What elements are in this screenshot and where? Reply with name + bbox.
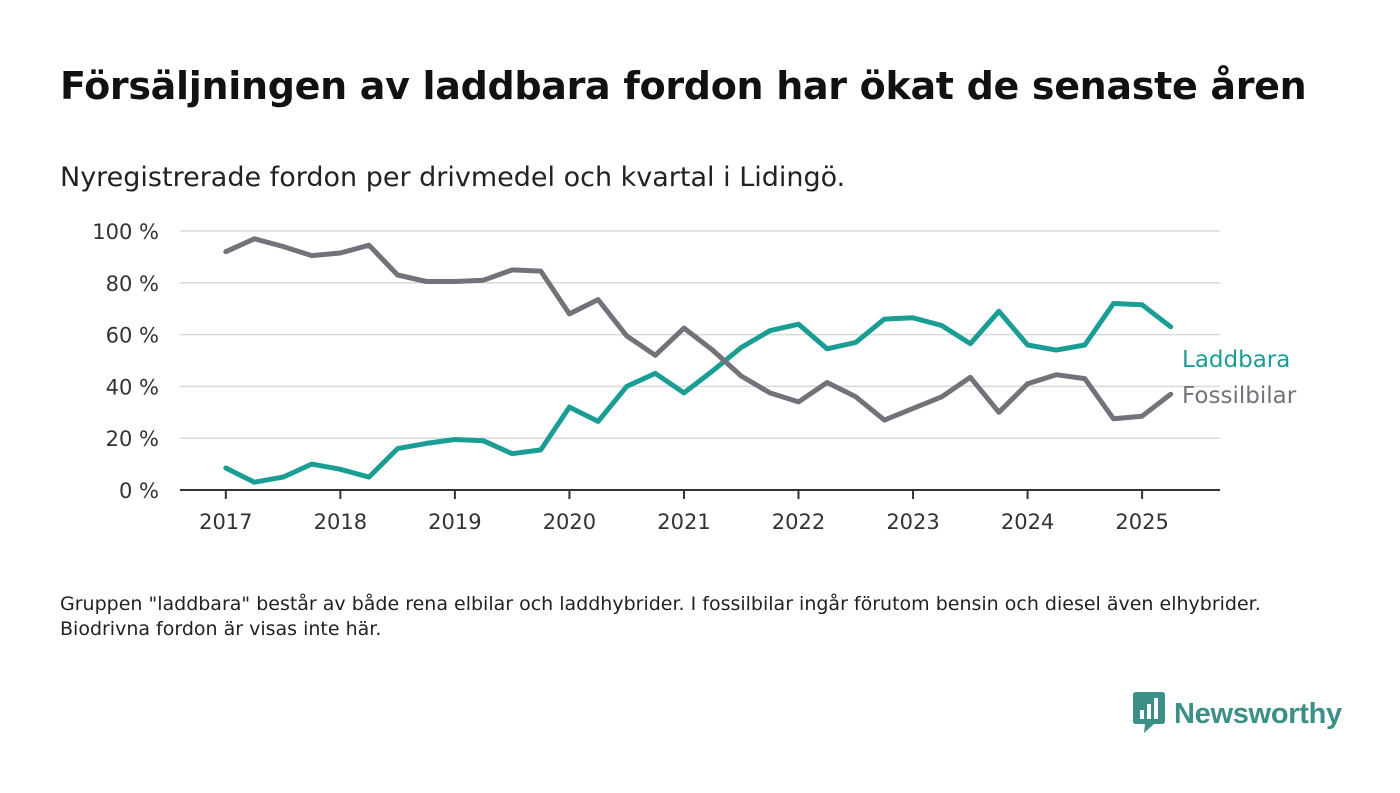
y-axis-ticks: 0 % 20 % 40 % 60 % 80 % 100 % [92,220,159,503]
grid-lines [180,230,1220,491]
y-tick-label: 60 % [106,324,159,348]
brand-name: Newsworthy [1174,697,1342,730]
x-axis-ticks: 2017 2018 2019 2020 2021 2022 2023 2024 2025 [199,490,1169,534]
x-tick-label: 2019 [428,510,481,534]
series-label-fossilbilar: Fossilbilar [1182,383,1297,409]
x-tick-label: 2017 [199,510,252,534]
y-tick-label: 40 % [106,375,159,399]
y-tick-label: 80 % [106,272,159,296]
chart-title: Försäljningen av laddbara fordon har öka… [60,64,1307,108]
x-tick-label: 2022 [772,510,825,534]
x-tick-label: 2021 [657,510,710,534]
footnote: Gruppen "laddbara" består av både rena e… [60,593,1261,640]
series-label-laddbara: Laddbara [1182,347,1290,373]
bar-chart-icon [1132,690,1166,738]
x-tick-label: 2018 [314,510,367,534]
y-tick-label: 100 % [92,220,159,244]
series-lines [223,236,1174,485]
line-chart: 0 % 20 % 40 % 60 % 80 % 100 % 2017 2018 2019 202… [92,220,1297,534]
x-tick-label: 2025 [1115,510,1168,534]
x-tick-label: 2024 [1001,510,1054,534]
y-tick-label: 0 % [119,479,159,503]
x-tick-label: 2023 [886,510,939,534]
series-line-laddbara [223,301,1174,485]
chart-subtitle: Nyregistrerade fordon per drivmedel och … [60,162,846,193]
series-labels: Laddbara Fossilbilar [1182,347,1297,409]
y-tick-label: 20 % [106,427,159,451]
brand-logo: Newsworthy [1132,690,1342,738]
series-line-fossilbilar [223,236,1174,423]
x-tick-label: 2020 [543,510,596,534]
